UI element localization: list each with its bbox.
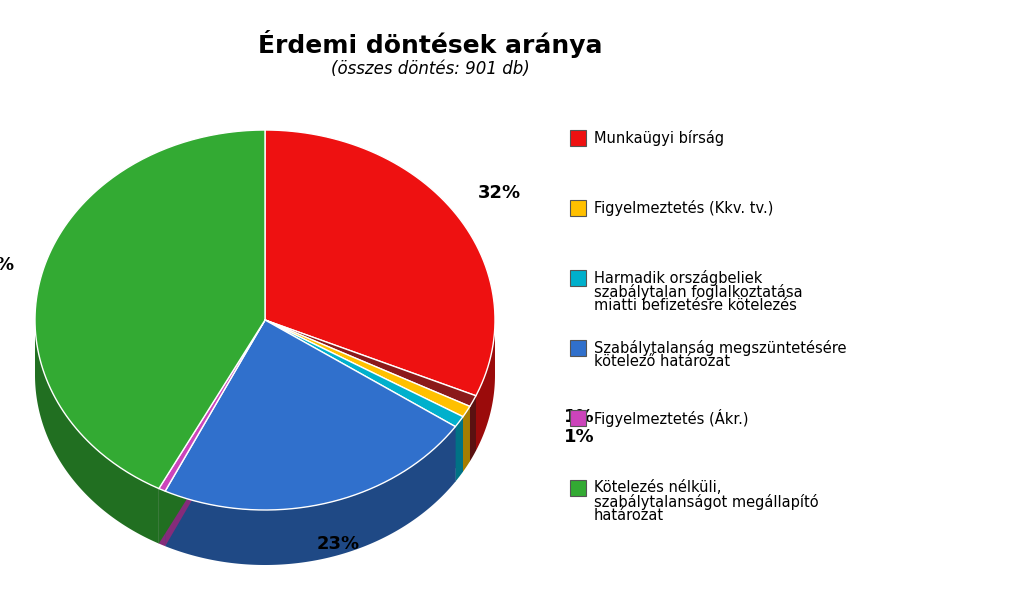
Polygon shape: [265, 320, 470, 417]
Text: (összes döntés: 901 db): (összes döntés: 901 db): [331, 60, 529, 78]
Polygon shape: [159, 320, 265, 544]
Polygon shape: [463, 407, 470, 472]
Text: 1%: 1%: [563, 427, 594, 446]
Text: kötelező határozat: kötelező határozat: [594, 354, 730, 370]
Polygon shape: [159, 320, 265, 544]
Bar: [570, 340, 586, 356]
Polygon shape: [35, 322, 159, 544]
Polygon shape: [265, 320, 463, 427]
Polygon shape: [265, 320, 476, 451]
Bar: [570, 130, 586, 146]
Polygon shape: [265, 320, 470, 461]
Bar: [570, 410, 586, 426]
Bar: [570, 480, 586, 496]
Text: 23%: 23%: [316, 535, 359, 553]
Polygon shape: [265, 320, 476, 451]
Polygon shape: [165, 320, 265, 546]
Polygon shape: [265, 320, 456, 482]
Text: Figyelmeztetés (Ákr.): Figyelmeztetés (Ákr.): [594, 409, 749, 427]
Text: Kötelezés nélküli,: Kötelezés nélküli,: [594, 480, 721, 496]
Polygon shape: [265, 320, 476, 407]
Polygon shape: [265, 320, 463, 472]
Polygon shape: [165, 427, 456, 565]
Polygon shape: [165, 320, 265, 546]
Polygon shape: [265, 320, 470, 461]
Text: Figyelmeztetés (Kkv. tv.): Figyelmeztetés (Kkv. tv.): [594, 200, 773, 216]
Text: szabálytalan foglalkoztatása: szabálytalan foglalkoztatása: [594, 284, 803, 300]
Text: szabálytalanságot megállapító: szabálytalanságot megállapító: [594, 494, 818, 510]
Text: Érdemi döntések aránya: Érdemi döntések aránya: [258, 30, 602, 58]
Text: miatti befizetésre kötelezés: miatti befizetésre kötelezés: [594, 298, 797, 314]
Polygon shape: [456, 417, 463, 482]
Text: Munkaügyi bírság: Munkaügyi bírság: [594, 130, 724, 146]
Polygon shape: [265, 320, 456, 482]
Text: 43%: 43%: [0, 256, 14, 274]
Text: Harmadik országbeliek: Harmadik országbeliek: [594, 270, 763, 286]
Bar: [570, 270, 586, 286]
Polygon shape: [35, 130, 265, 488]
Polygon shape: [476, 320, 495, 451]
Polygon shape: [159, 488, 165, 546]
Polygon shape: [470, 396, 476, 461]
Polygon shape: [159, 320, 265, 491]
Text: 1%: 1%: [563, 408, 594, 426]
Text: 32%: 32%: [478, 184, 521, 202]
Polygon shape: [265, 130, 495, 396]
Bar: [570, 200, 586, 216]
Text: Szabálytalanság megszüntetésére: Szabálytalanság megszüntetésére: [594, 340, 847, 356]
Text: határozat: határozat: [594, 509, 665, 523]
Polygon shape: [165, 320, 456, 510]
Polygon shape: [265, 320, 463, 472]
